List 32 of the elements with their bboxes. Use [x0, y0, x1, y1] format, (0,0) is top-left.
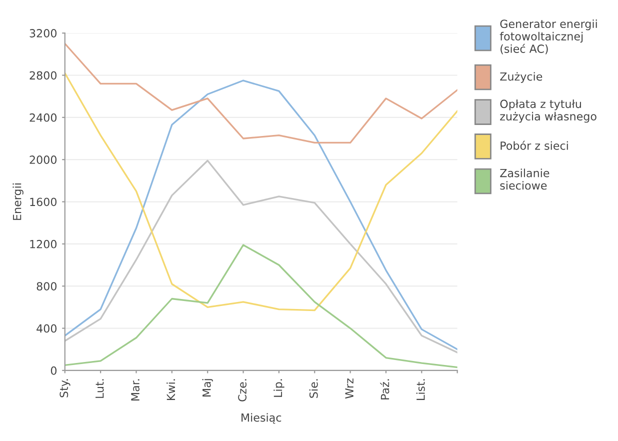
legend-label: Opłata z tytułu zużycia własnego: [500, 99, 596, 123]
x-tick-label: Lip.: [274, 379, 284, 397]
y-axis-title: Energii: [12, 184, 24, 220]
y-tick-label: 400: [36, 324, 57, 333]
y-tick-label: 2000: [30, 156, 57, 164]
x-tick-label: Wrz: [345, 378, 354, 399]
legend-label: Zużycie: [500, 72, 542, 83]
y-tick-label: 2400: [30, 113, 57, 122]
x-tick-label: Maj: [202, 379, 213, 396]
x-tick-label: Sie.: [309, 379, 318, 398]
x-tick-label: Kwi.: [166, 379, 175, 400]
x-tick-label: List.: [416, 379, 425, 400]
x-tick-label: Sty.: [60, 379, 70, 398]
y-tick-label: 1600: [30, 198, 57, 206]
x-tick-label: Mar.: [131, 379, 140, 400]
x-axis-title: Miesiąc: [242, 413, 282, 424]
line-series: [64, 80, 458, 350]
legend-label: Generator energii fotowoltaicznej (sieć AC): [500, 19, 597, 54]
line-series: [64, 42, 458, 144]
x-tick-label: Paź.: [380, 379, 390, 400]
legend-label: Zasilanie sieciowe: [500, 168, 550, 190]
x-tick-label: Cze.: [238, 379, 246, 402]
y-tick-label: 2800: [30, 71, 57, 80]
y-tick-label: 3200: [30, 29, 57, 38]
y-tick-label: 1200: [30, 240, 57, 248]
line-series: [64, 244, 458, 368]
y-tick-label: 800: [36, 282, 57, 290]
line-series: [64, 72, 458, 312]
legend-label: Pobór z sieci: [500, 140, 568, 150]
line-series: [64, 160, 458, 354]
y-tick-label: 0: [50, 366, 57, 375]
x-tick-label: Lut.: [96, 379, 104, 398]
